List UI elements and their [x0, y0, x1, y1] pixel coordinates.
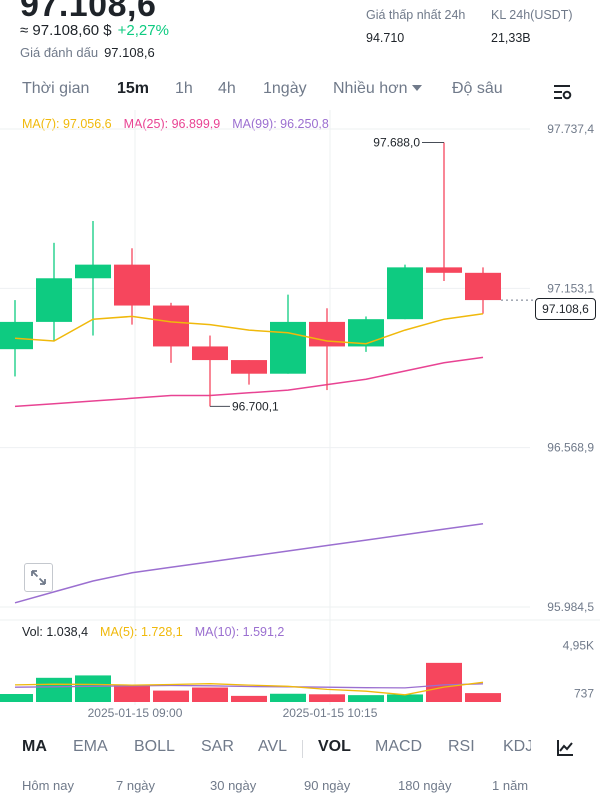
range-1y[interactable]: 1 năm	[492, 778, 529, 793]
volume-bar	[387, 694, 423, 702]
range-90d[interactable]: 90 ngày	[304, 778, 351, 793]
tab-ema[interactable]: EMA	[73, 738, 108, 755]
candle-body	[348, 319, 384, 347]
candle-body	[270, 321, 306, 374]
candle-body	[426, 267, 462, 273]
tab-more-label: Nhiều hơn	[333, 80, 408, 97]
tab-ma[interactable]: MA	[22, 738, 47, 755]
low-annotation: 96.700,1	[232, 399, 279, 413]
tab-rsi[interactable]: RSI	[448, 738, 475, 755]
tab-kdj[interactable]: KDJ	[503, 738, 531, 755]
volume-bar	[36, 677, 72, 702]
approx-value: ≈ 97.108,60 $	[20, 22, 112, 39]
tab-sar[interactable]: SAR	[201, 738, 234, 755]
mark-price-label: Giá đánh dấu	[20, 45, 99, 60]
tab-divider	[302, 740, 303, 758]
candle-body	[114, 264, 150, 306]
y-tick-label: 96.568,9	[547, 441, 594, 455]
volume-bar	[465, 693, 501, 702]
tab-avl[interactable]: AVL	[258, 738, 288, 755]
change-percent: +2,27%	[117, 22, 169, 39]
tab-vol[interactable]: VOL	[318, 738, 351, 755]
volume-bar	[192, 687, 228, 702]
candle-body	[192, 346, 228, 361]
ma99-line	[14, 522, 484, 604]
y-tick-label: 97.737,4	[547, 122, 594, 136]
vol-ma5-legend: MA(5): 1.728,1	[100, 625, 183, 639]
mark-price: Giá đánh dấu 97.108,6	[20, 45, 155, 60]
indicator-settings-icon[interactable]	[553, 83, 573, 101]
volume-legend: Vol: 1.038,4 MA(5): 1.728,1 MA(10): 1.591,…	[22, 625, 296, 639]
candle-body	[231, 360, 267, 374]
tab-time[interactable]: Thời gian	[22, 80, 90, 97]
vol-legend: Vol: 1.038,4	[22, 625, 89, 639]
x-tick-label: 2025-01-15 10:15	[283, 706, 378, 720]
ma7-legend: MA(7): 97.056,6	[22, 117, 112, 131]
interval-tabs: Thời gian 15m 1h 4h 1ngày Nhiều hơn Độ s…	[0, 80, 600, 106]
tab-boll[interactable]: BOLL	[134, 738, 175, 755]
tab-1h[interactable]: 1h	[175, 80, 193, 97]
caret-down-icon	[411, 85, 422, 91]
candle-body	[309, 321, 345, 347]
range-7d[interactable]: 7 ngày	[116, 778, 156, 793]
tab-4h[interactable]: 4h	[218, 80, 236, 97]
volume-bar	[0, 694, 33, 702]
volume-bar	[231, 695, 267, 702]
candle-body	[465, 272, 501, 301]
expand-chart-button[interactable]	[24, 563, 53, 592]
volume-bar	[426, 662, 462, 702]
candlestick-chart[interactable]: 97.737,4 97.153,1 96.568,9 95.984,5 97.688,0…	[0, 0, 600, 730]
volume-bar	[270, 693, 306, 702]
tab-1day[interactable]: 1ngày	[263, 80, 307, 97]
x-tick-label: 2025-01-15 09:00	[88, 706, 183, 720]
range-tabs: Hôm nay 7 ngày 30 ngày 90 ngày 180 ngày …	[0, 778, 600, 798]
approx-usd-value: ≈ 97.108,60 $ +2,27%	[20, 22, 169, 39]
tab-more[interactable]: Nhiều hơn	[333, 80, 422, 98]
expand-icon	[31, 570, 46, 585]
vol-24h-value: 21,33B	[491, 31, 531, 45]
low-24h-value: 94.710	[366, 31, 405, 45]
candle-body	[387, 267, 423, 320]
vol-24h-label: KL 24h(USDT)	[491, 8, 573, 22]
tab-15m[interactable]: 15m	[117, 80, 150, 97]
ma-legend: MA(7): 97.056,6 MA(25): 96.899,9 MA(99): 9…	[22, 117, 341, 131]
candle-body	[153, 305, 189, 347]
y-tick-label: 95.984,5	[547, 600, 594, 614]
mark-price-value: 97.108,6	[104, 45, 155, 60]
last-price: 97.108,6	[20, 0, 157, 24]
candle-body	[36, 278, 72, 322]
range-180d[interactable]: 180 ngày	[398, 778, 452, 793]
volume-bar	[309, 694, 345, 702]
volume-tick-label: 737	[574, 687, 594, 701]
range-30d[interactable]: 30 ngày	[210, 778, 257, 793]
current-price-tag: 97.108,6	[535, 298, 596, 320]
vol-ma10-legend: MA(10): 1.591,2	[194, 625, 285, 639]
low-24h-label: Giá thấp nhất 24h	[366, 8, 466, 22]
indicator-tabs: MA EMA BOLL SAR AVL VOL MACD RSI KDJ	[0, 738, 600, 762]
candle-body	[75, 264, 111, 279]
ma7-line	[14, 312, 484, 345]
candle-body	[0, 321, 33, 350]
tab-macd[interactable]: MACD	[375, 738, 423, 755]
vol-ma5-line	[14, 681, 484, 696]
ma25-legend: MA(25): 96.899,9	[123, 117, 221, 131]
chart-settings-icon[interactable]	[556, 739, 574, 757]
volume-bar	[348, 695, 384, 702]
y-tick-label: 97.153,1	[547, 281, 594, 295]
volume-bar	[114, 684, 150, 702]
vol-ma10-line	[14, 683, 484, 689]
tab-depth[interactable]: Độ sâu	[452, 80, 503, 97]
volume-bar	[153, 690, 189, 702]
high-annotation: 97.688,0	[373, 135, 420, 149]
ma99-legend: MA(99): 96.250,8	[232, 117, 329, 131]
range-today[interactable]: Hôm nay	[22, 778, 75, 793]
volume-bar	[75, 675, 111, 702]
ma25-line	[14, 356, 484, 408]
volume-tick-label: 4,95K	[563, 639, 594, 653]
